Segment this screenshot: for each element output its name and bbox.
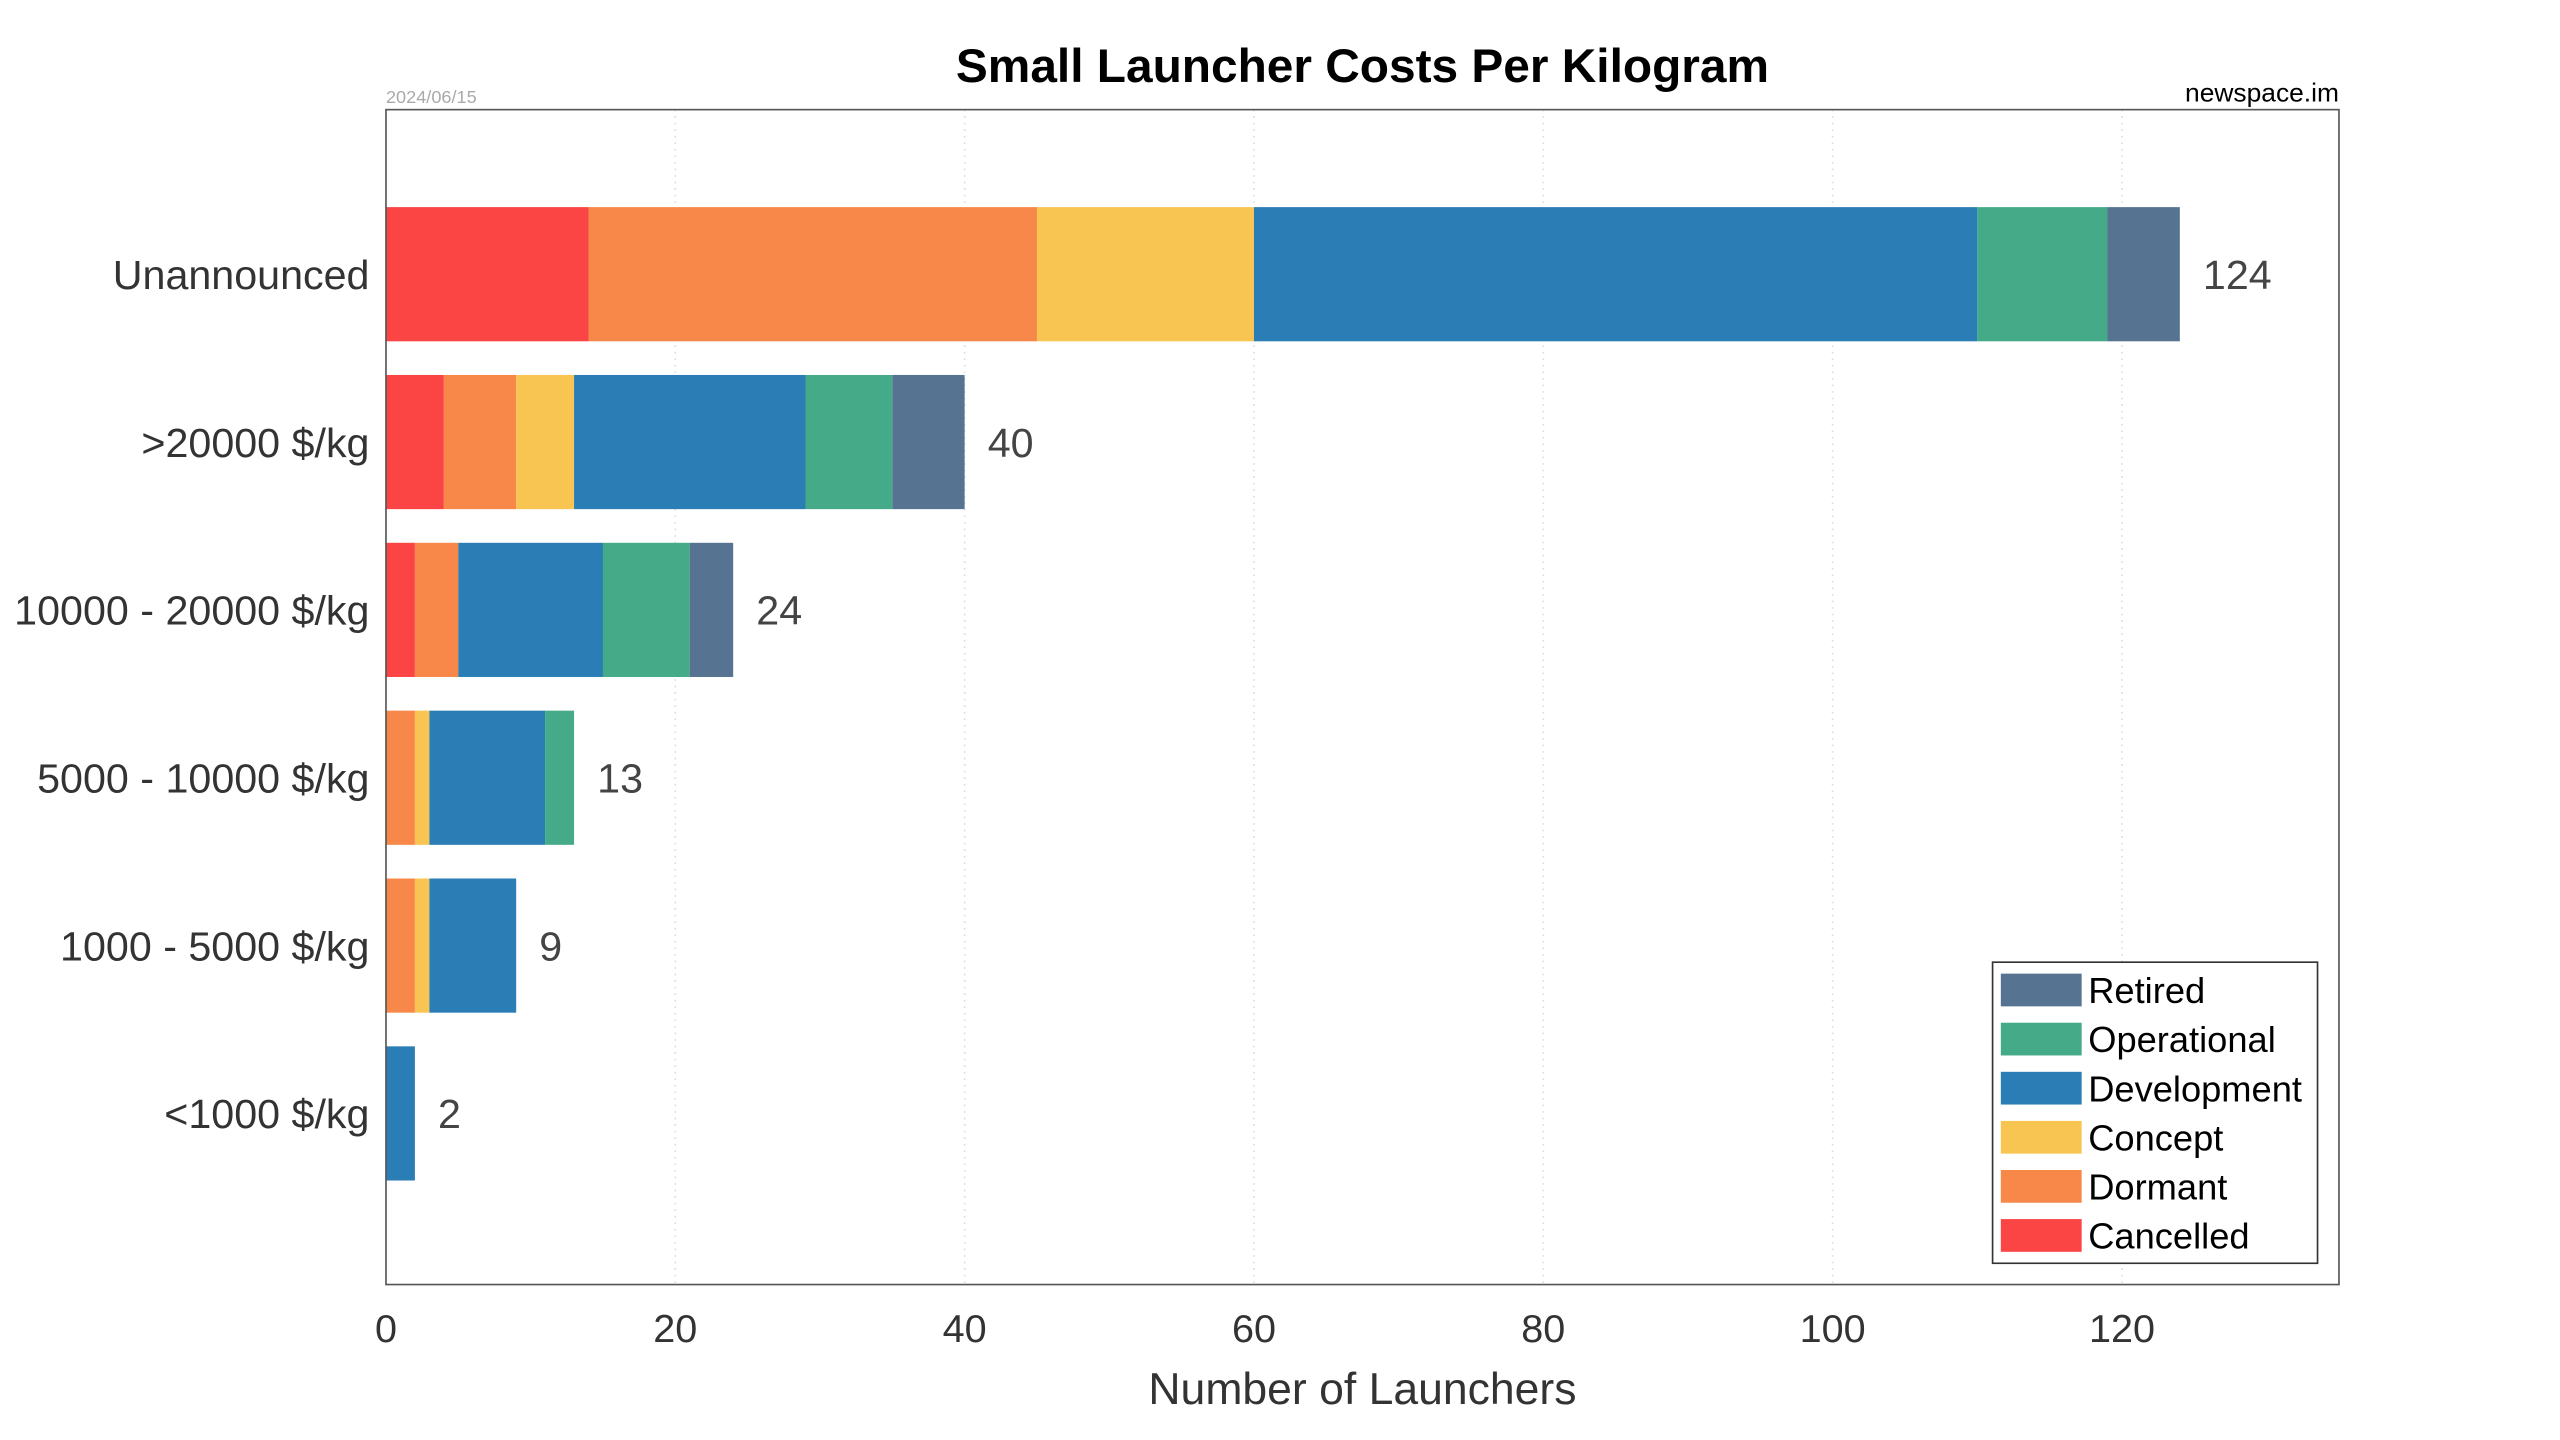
y-tick-label: 5000 - 10000 $/kg [37,756,369,802]
total-label: 124 [2203,252,2272,298]
legend-swatch-cancelled [2000,1219,2082,1252]
bar-segment-development [574,374,806,510]
bar-segment-development [1253,207,1978,342]
bar-segment-development [385,1046,415,1181]
legend-label: Cancelled [2088,1216,2249,1257]
bar-segment-retired [689,542,734,677]
bar-segment-cancelled [385,374,444,510]
bar-segment-development [429,878,517,1013]
legend-swatch-retired [2000,973,2082,1007]
bar-segment-development [429,710,546,845]
bar-segment-retired [892,374,965,510]
x-tick-label: 20 [653,1307,697,1351]
x-tick-label: 0 [375,1307,397,1351]
x-tick-label: 60 [1232,1307,1276,1351]
y-tick-label: Unannounced [113,252,370,298]
total-label: 9 [539,923,562,969]
y-tick-label: <1000 $/kg [164,1091,369,1137]
x-axis-label: Number of Launchers [1148,1365,1576,1414]
labels: 0 20 40 60 80 100 120 Unannounced 124 >20000 $/kg… [14,252,2272,1351]
x-tick-label: 100 [1800,1307,1866,1351]
bar-segment-operational [602,542,690,677]
bar-segment-dormant [414,542,459,677]
y-tick-label: 10000 - 20000 $/kg [14,588,369,634]
legend-frame [1991,961,2319,1265]
legend-swatch-concept [2000,1120,2082,1154]
date-label: 2024/06/15 [386,87,477,107]
x-tick-label: 80 [1521,1307,1565,1351]
total-label: 40 [988,420,1034,466]
bars [385,207,2180,1181]
x-tick-label: 40 [943,1307,987,1351]
y-tick-label: >20000 $/kg [141,420,369,466]
legend-label: Concept [2088,1117,2223,1158]
bar-segment-operational [1977,207,2108,342]
bar-segment-concept [414,710,430,845]
bar-segment-cancelled [385,542,415,677]
legend-swatch-development [2000,1071,2082,1105]
bar-segment-dormant [385,710,415,845]
bar-segment-cancelled [385,207,589,342]
bar-segment-dormant [588,207,1037,342]
x-tick-label: 120 [2089,1307,2155,1351]
bar-segment-operational [805,374,893,510]
bar-segment-dormant [443,374,517,510]
legend: Retired Operational Development Concept Dorm… [1991,961,2319,1265]
total-label: 24 [756,588,802,634]
legend-label: Dormant [2088,1167,2227,1208]
bar-segment-dormant [385,878,415,1013]
legend-swatch-dormant [2000,1170,2082,1203]
legend-swatch-operational [2000,1022,2082,1056]
total-label: 13 [597,756,643,802]
bar-segment-concept [414,878,430,1013]
y-tick-label: 1000 - 5000 $/kg [60,923,369,969]
chart-title: Small Launcher Costs Per Kilogram [956,40,1769,93]
total-label: 2 [438,1091,461,1137]
legend-label: Operational [2088,1019,2276,1060]
legend-label: Retired [2088,970,2205,1011]
bar-segment-retired [2107,207,2180,342]
plot-frame [385,108,2340,1286]
bar-segment-concept [516,374,575,510]
bar-segment-concept [1036,207,1254,342]
legend-label: Development [2088,1068,2302,1109]
bar-segment-development [458,542,603,677]
bar-segment-operational [545,710,575,845]
source-label: newspace.im [2185,78,2339,108]
